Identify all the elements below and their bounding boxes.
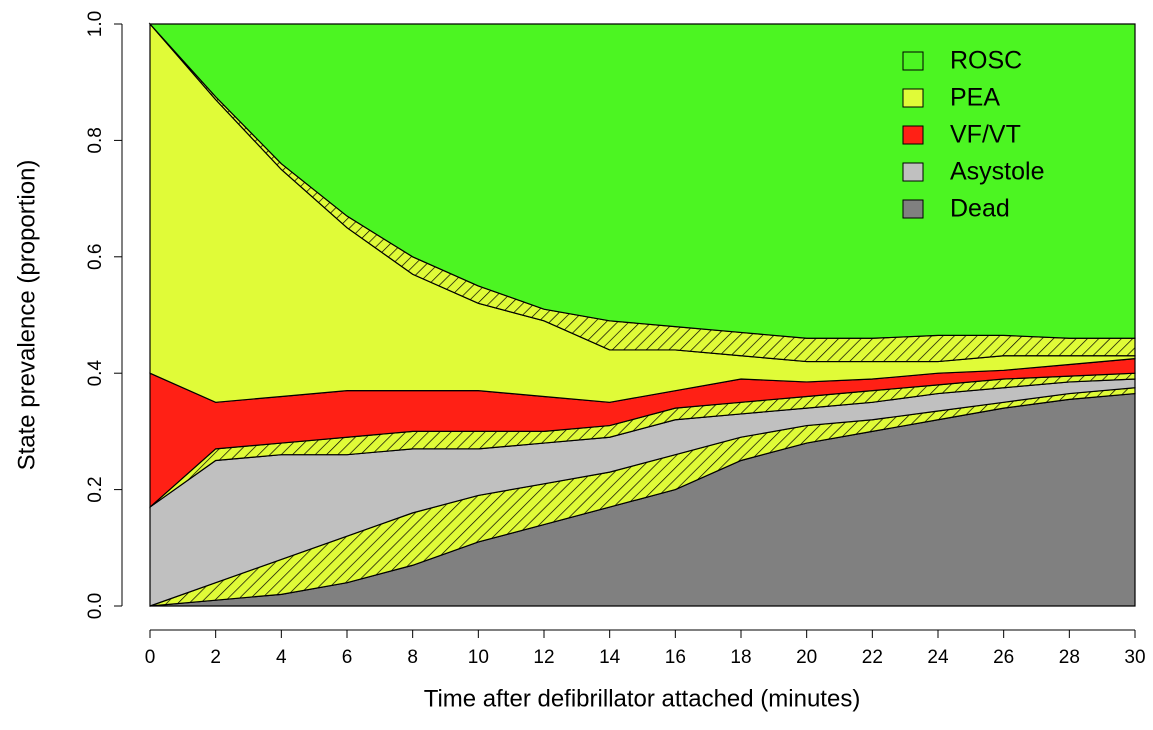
x-tick-label: 10 — [468, 647, 489, 668]
y-axis-title: State prevalence (proportion) — [13, 160, 40, 471]
x-tick-label: 2 — [210, 647, 221, 668]
legend-label: Dead — [950, 195, 1010, 223]
x-tick-label: 6 — [342, 647, 353, 668]
legend-swatch — [902, 51, 924, 71]
x-tick-label: 4 — [276, 647, 287, 668]
legend-swatch — [902, 88, 924, 108]
y-tick-label: 0.6 — [85, 244, 106, 270]
y-tick-label: 0.8 — [85, 127, 106, 153]
legend-swatch — [902, 125, 924, 145]
x-tick-label: 30 — [1124, 647, 1145, 668]
legend-label: ROSC — [950, 47, 1022, 75]
legend-label: VF/VT — [950, 121, 1021, 149]
x-tick-label: 22 — [862, 647, 883, 668]
y-tick-label: 1.0 — [85, 11, 106, 37]
x-tick-label: 16 — [665, 647, 686, 668]
area — [148, 23, 1136, 339]
x-tick-label: 12 — [533, 647, 554, 668]
legend-swatch — [902, 162, 924, 182]
legend-swatch — [902, 199, 924, 219]
x-tick-label: 8 — [407, 647, 418, 668]
x-axis-title: Time after defibrillator attached (minut… — [424, 685, 861, 712]
x-tick-label: 28 — [1059, 647, 1080, 668]
y-tick-label: 0.4 — [85, 360, 106, 387]
x-tick-label: 20 — [796, 647, 817, 668]
legend-label: PEA — [950, 84, 1000, 112]
x-tick-label: 26 — [993, 647, 1014, 668]
x-tick-label: 18 — [730, 647, 751, 668]
x-tick-label: 14 — [599, 647, 621, 668]
area-hatch — [150, 373, 1135, 508]
x-tick-label: 0 — [145, 647, 156, 668]
legend-label: Asystole — [950, 158, 1044, 186]
y-tick-label: 0.2 — [85, 476, 106, 502]
area-hatch — [150, 387, 1135, 606]
x-tick-label: 24 — [927, 647, 949, 668]
y-tick-label: 0.0 — [85, 593, 106, 619]
